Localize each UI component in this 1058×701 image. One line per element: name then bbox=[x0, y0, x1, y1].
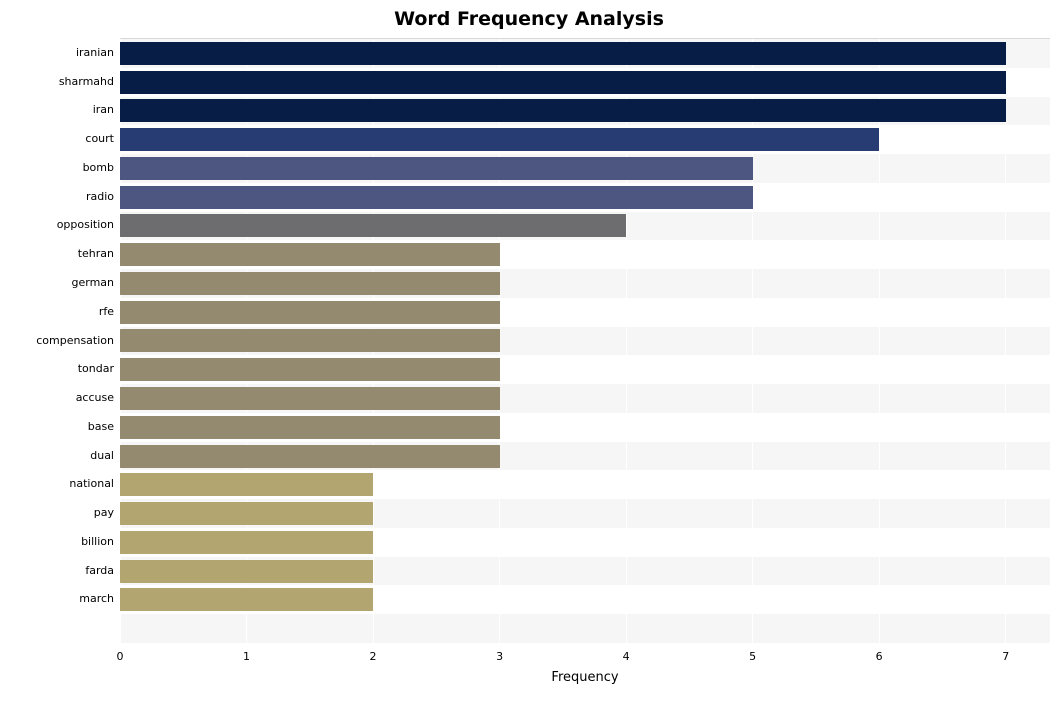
bar bbox=[120, 301, 500, 324]
bar bbox=[120, 416, 500, 439]
y-tick-label: billion bbox=[81, 535, 114, 548]
bar bbox=[120, 157, 753, 180]
y-tick-label: dual bbox=[90, 449, 114, 462]
y-tick-label: tondar bbox=[78, 362, 114, 375]
bar bbox=[120, 502, 373, 525]
bar bbox=[120, 128, 879, 151]
y-tick-label: bomb bbox=[83, 161, 114, 174]
bar bbox=[120, 473, 373, 496]
bar bbox=[120, 71, 1006, 94]
bar bbox=[120, 42, 1006, 65]
y-tick-label: tehran bbox=[78, 247, 114, 260]
bar bbox=[120, 243, 500, 266]
bar bbox=[120, 531, 373, 554]
x-tick-label: 5 bbox=[733, 650, 773, 663]
x-tick-label: 1 bbox=[227, 650, 267, 663]
bar bbox=[120, 387, 500, 410]
y-tick-label: radio bbox=[86, 190, 114, 203]
x-tick-label: 2 bbox=[353, 650, 393, 663]
y-tick-label: compensation bbox=[36, 334, 114, 347]
bar bbox=[120, 214, 626, 237]
y-tick-label: sharmahd bbox=[59, 75, 114, 88]
y-tick-label: opposition bbox=[57, 218, 114, 231]
bar bbox=[120, 186, 753, 209]
x-tick-label: 6 bbox=[859, 650, 899, 663]
word-frequency-chart: Word Frequency Analysis iranian sharmahd i… bbox=[0, 0, 1058, 701]
chart-title: Word Frequency Analysis bbox=[0, 8, 1058, 30]
y-tick-label: rfe bbox=[99, 305, 114, 318]
y-tick-label: national bbox=[69, 477, 114, 490]
bar bbox=[120, 560, 373, 583]
y-tick-label: iran bbox=[93, 103, 114, 116]
y-tick-label: german bbox=[71, 276, 114, 289]
x-axis-title: Frequency bbox=[120, 670, 1050, 685]
y-tick-label: accuse bbox=[76, 391, 114, 404]
y-tick-label: iranian bbox=[76, 46, 114, 59]
x-tick-label: 4 bbox=[606, 650, 646, 663]
bar bbox=[120, 445, 500, 468]
x-tick-label: 0 bbox=[100, 650, 140, 663]
x-tick-label: 3 bbox=[480, 650, 520, 663]
y-tick-label: court bbox=[85, 132, 114, 145]
bar bbox=[120, 272, 500, 295]
y-tick-label: march bbox=[79, 592, 114, 605]
bar bbox=[120, 358, 500, 381]
x-tick-label: 7 bbox=[986, 650, 1026, 663]
x-gridline bbox=[1005, 39, 1006, 643]
y-tick-label: base bbox=[88, 420, 114, 433]
y-tick-label: farda bbox=[85, 564, 114, 577]
bar bbox=[120, 99, 1006, 122]
bar bbox=[120, 329, 500, 352]
y-tick-label: pay bbox=[94, 506, 114, 519]
plot-area bbox=[120, 38, 1050, 643]
bar bbox=[120, 588, 373, 611]
